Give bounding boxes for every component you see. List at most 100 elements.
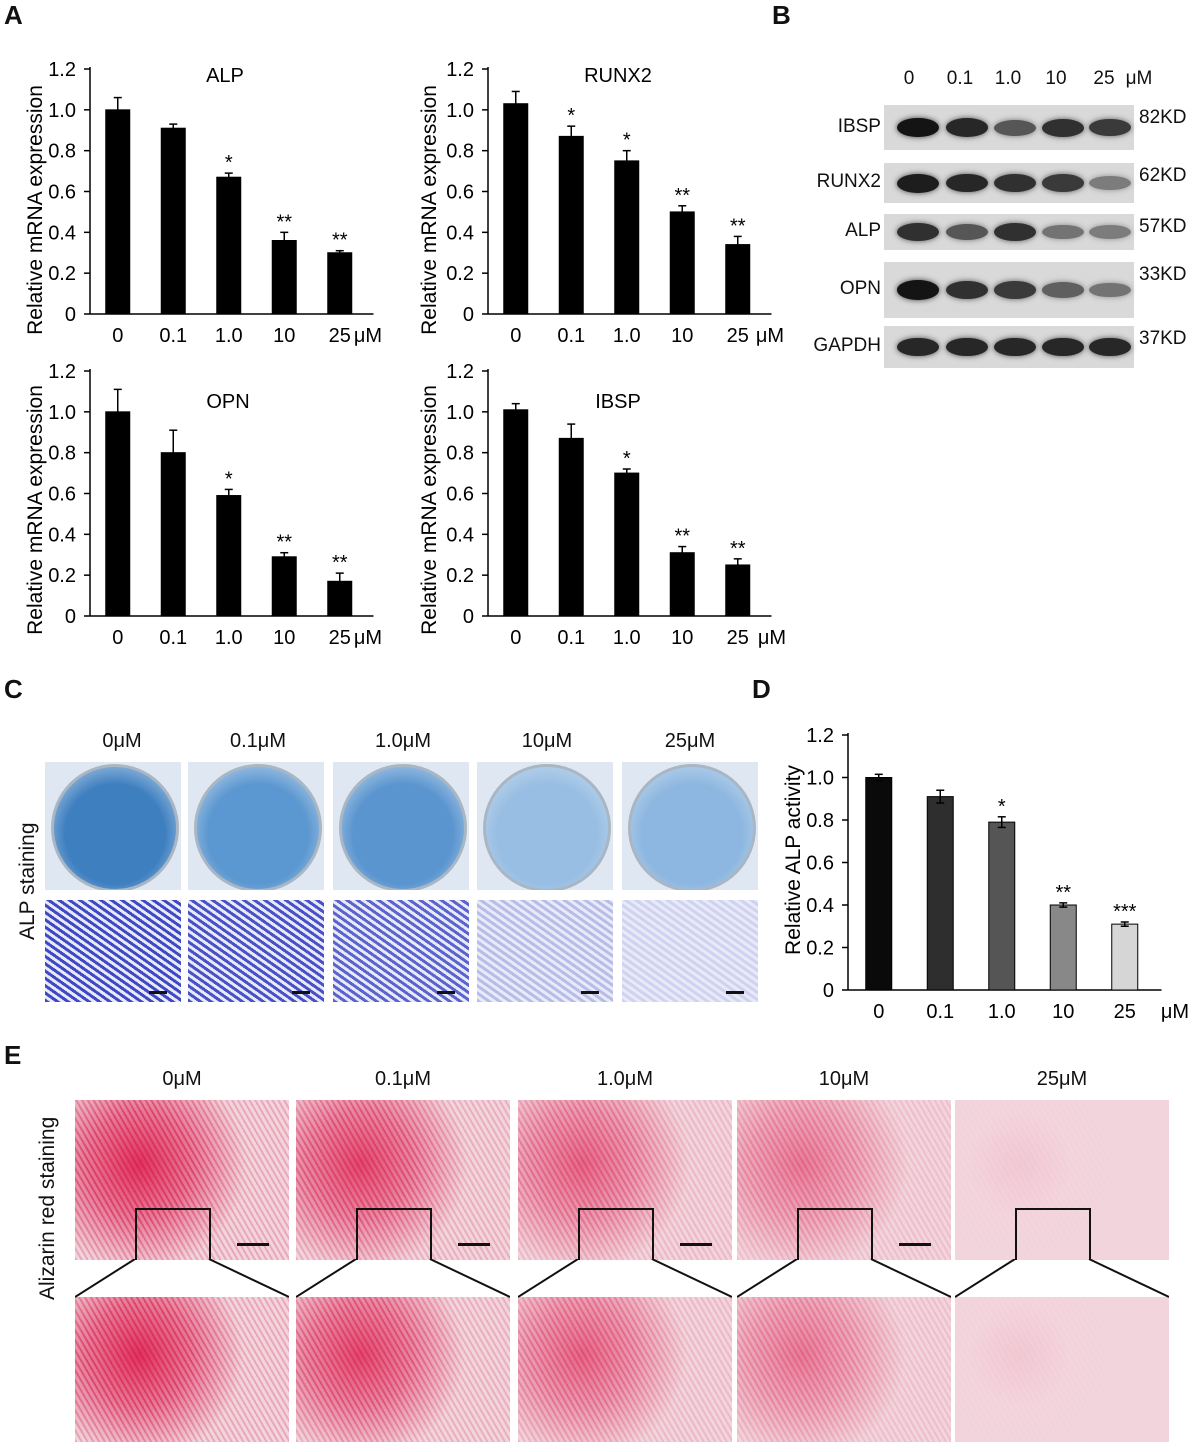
panel-letter-e: E bbox=[4, 1040, 22, 1070]
bar bbox=[271, 240, 297, 315]
blot-band bbox=[946, 224, 988, 240]
y-tick-label: 0.8 bbox=[48, 443, 76, 465]
scale-bar bbox=[581, 991, 599, 994]
x-tick-label: 0 bbox=[510, 325, 521, 347]
blot-lane-label: 25 bbox=[1093, 68, 1115, 89]
culture-well bbox=[51, 764, 179, 890]
x-tick-label: 0 bbox=[873, 1001, 884, 1023]
bar bbox=[1049, 904, 1077, 991]
significance-label: ** bbox=[674, 526, 690, 548]
y-tick-label: 0 bbox=[823, 980, 834, 1002]
alizarin-zoom-micrograph bbox=[296, 1297, 510, 1442]
significance-label: ** bbox=[730, 538, 746, 560]
alizarin-col-label: 0.1μM bbox=[375, 1068, 431, 1090]
zoom-connector bbox=[955, 1259, 1169, 1298]
blot-band bbox=[1089, 118, 1131, 137]
bar bbox=[216, 495, 242, 617]
blot-protein-label: GAPDH bbox=[813, 335, 881, 356]
alp-well-photo bbox=[45, 762, 181, 890]
blot-lane-header: 0 0.1 1.0 10 25 μM bbox=[884, 58, 1164, 89]
blot-band bbox=[897, 117, 939, 138]
bar bbox=[327, 580, 353, 617]
chart-title: OPN bbox=[206, 391, 249, 413]
x-unit-label: μM bbox=[1161, 1001, 1189, 1023]
blot-unit-label: μM bbox=[1125, 68, 1153, 89]
panel-letter-c: C bbox=[4, 674, 23, 704]
blot-band bbox=[1089, 225, 1131, 239]
bar bbox=[558, 437, 584, 617]
x-tick-label: 25 bbox=[329, 325, 351, 347]
bar bbox=[725, 564, 751, 617]
x-tick-label: 1.0 bbox=[215, 627, 243, 649]
alp-col-label: 1.0μM bbox=[375, 730, 431, 752]
y-tick-label: 0.6 bbox=[446, 182, 474, 204]
blot-band bbox=[1042, 174, 1084, 192]
alp-micrograph bbox=[622, 900, 758, 1002]
blot-lane-label: 0.1 bbox=[946, 68, 974, 89]
x-tick-label: 0 bbox=[510, 627, 521, 649]
significance-label: * bbox=[567, 105, 575, 127]
blot-band bbox=[994, 337, 1036, 357]
y-tick-label: 1.0 bbox=[446, 402, 474, 424]
alizarin-col-label: 0μM bbox=[162, 1068, 202, 1090]
significance-label: ** bbox=[276, 532, 292, 554]
x-unit-label: μM bbox=[756, 325, 784, 347]
chart-title: ALP bbox=[206, 65, 244, 87]
x-tick-label: 1.0 bbox=[613, 325, 641, 347]
alp-col-label: 0μM bbox=[102, 730, 142, 752]
scale-bar bbox=[726, 991, 744, 994]
blot-band bbox=[1042, 224, 1084, 240]
x-unit-label: μM bbox=[758, 627, 786, 649]
alizarin-zoom-micrograph bbox=[75, 1297, 289, 1442]
bar bbox=[503, 103, 529, 315]
bar bbox=[988, 821, 1016, 991]
chart-title: RUNX2 bbox=[584, 65, 652, 87]
panel-letter-b: B bbox=[772, 0, 791, 30]
zoom-box bbox=[356, 1208, 432, 1260]
x-tick-label: 0.1 bbox=[926, 1001, 954, 1023]
x-tick-label: 0 bbox=[112, 325, 123, 347]
blot-kd-label: 33KD bbox=[1139, 264, 1187, 285]
alp-col-label: 0.1μM bbox=[230, 730, 286, 752]
zoom-connector bbox=[296, 1259, 510, 1298]
significance-label: * bbox=[225, 152, 233, 174]
x-tick-label: 0 bbox=[112, 627, 123, 649]
y-tick-label: 0.8 bbox=[446, 141, 474, 163]
bar bbox=[558, 135, 584, 315]
zoom-box bbox=[135, 1208, 211, 1260]
culture-well bbox=[194, 764, 322, 890]
blot-band bbox=[897, 280, 939, 300]
bar bbox=[160, 127, 186, 315]
y-tick-label: 0.6 bbox=[48, 182, 76, 204]
blot-band bbox=[1089, 282, 1131, 298]
y-tick-label: 0 bbox=[65, 606, 76, 628]
y-tick-label: 0.6 bbox=[48, 484, 76, 506]
alizarin-micrograph bbox=[296, 1100, 510, 1260]
alizarin-col-label: 1.0μM bbox=[597, 1068, 653, 1090]
bar bbox=[669, 211, 695, 315]
alizarin-micrograph bbox=[518, 1100, 732, 1260]
y-tick-label: 1.2 bbox=[48, 361, 76, 383]
significance-label: ** bbox=[276, 211, 292, 233]
alizarin-micrograph bbox=[955, 1100, 1169, 1260]
x-tick-label: 1.0 bbox=[988, 1001, 1016, 1023]
x-tick-label: 25 bbox=[1114, 1001, 1136, 1023]
y-tick-label: 0.6 bbox=[446, 484, 474, 506]
y-tick-label: 0.4 bbox=[446, 524, 474, 546]
alizarin-zoom-micrograph bbox=[737, 1297, 951, 1442]
x-tick-label: 1.0 bbox=[613, 627, 641, 649]
significance-label: * bbox=[998, 796, 1006, 818]
culture-well bbox=[339, 764, 467, 890]
x-tick-label: 25 bbox=[727, 627, 749, 649]
alizarin-micrograph bbox=[737, 1100, 951, 1260]
alizarin-zoom-micrograph bbox=[518, 1297, 732, 1442]
x-tick-label: 0.1 bbox=[159, 627, 187, 649]
y-tick-label: 1.0 bbox=[806, 768, 834, 790]
alp-well-photo bbox=[188, 762, 324, 890]
blot-kd-label: 82KD bbox=[1139, 107, 1187, 128]
y-axis-label: Relative mRNA expression bbox=[418, 385, 441, 635]
bar bbox=[327, 252, 353, 315]
bar bbox=[725, 244, 751, 315]
